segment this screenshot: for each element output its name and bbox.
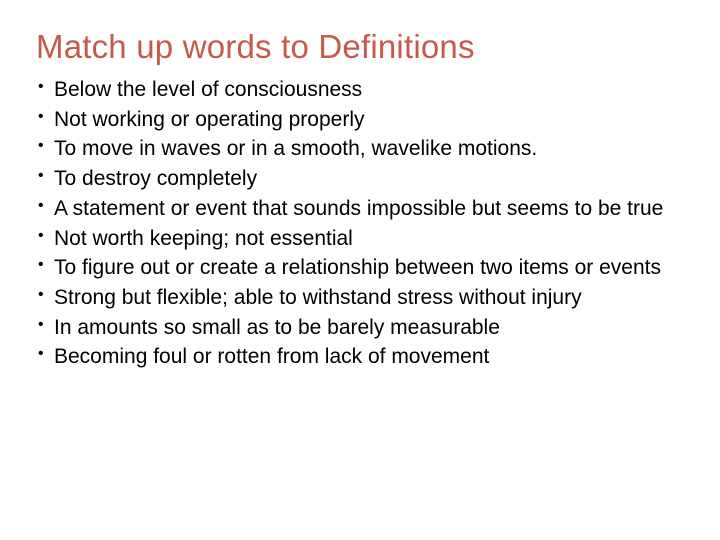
list-item: To destroy completely [36,165,684,193]
slide-title: Match up words to Definitions [36,28,684,66]
list-item: To move in waves or in a smooth, wavelik… [36,135,684,163]
list-item: Strong but flexible; able to withstand s… [36,284,684,312]
definitions-list: Below the level of consciousness Not wor… [36,76,684,371]
list-item: Becoming foul or rotten from lack of mov… [36,343,684,371]
list-item: Not working or operating properly [36,106,684,134]
list-item: A statement or event that sounds impossi… [36,195,684,223]
list-item: To figure out or create a relationship b… [36,254,684,282]
list-item: Not worth keeping; not essential [36,225,684,253]
slide-container: Match up words to Definitions Below the … [0,0,720,540]
list-item: In amounts so small as to be barely meas… [36,314,684,342]
list-item: Below the level of consciousness [36,76,684,104]
